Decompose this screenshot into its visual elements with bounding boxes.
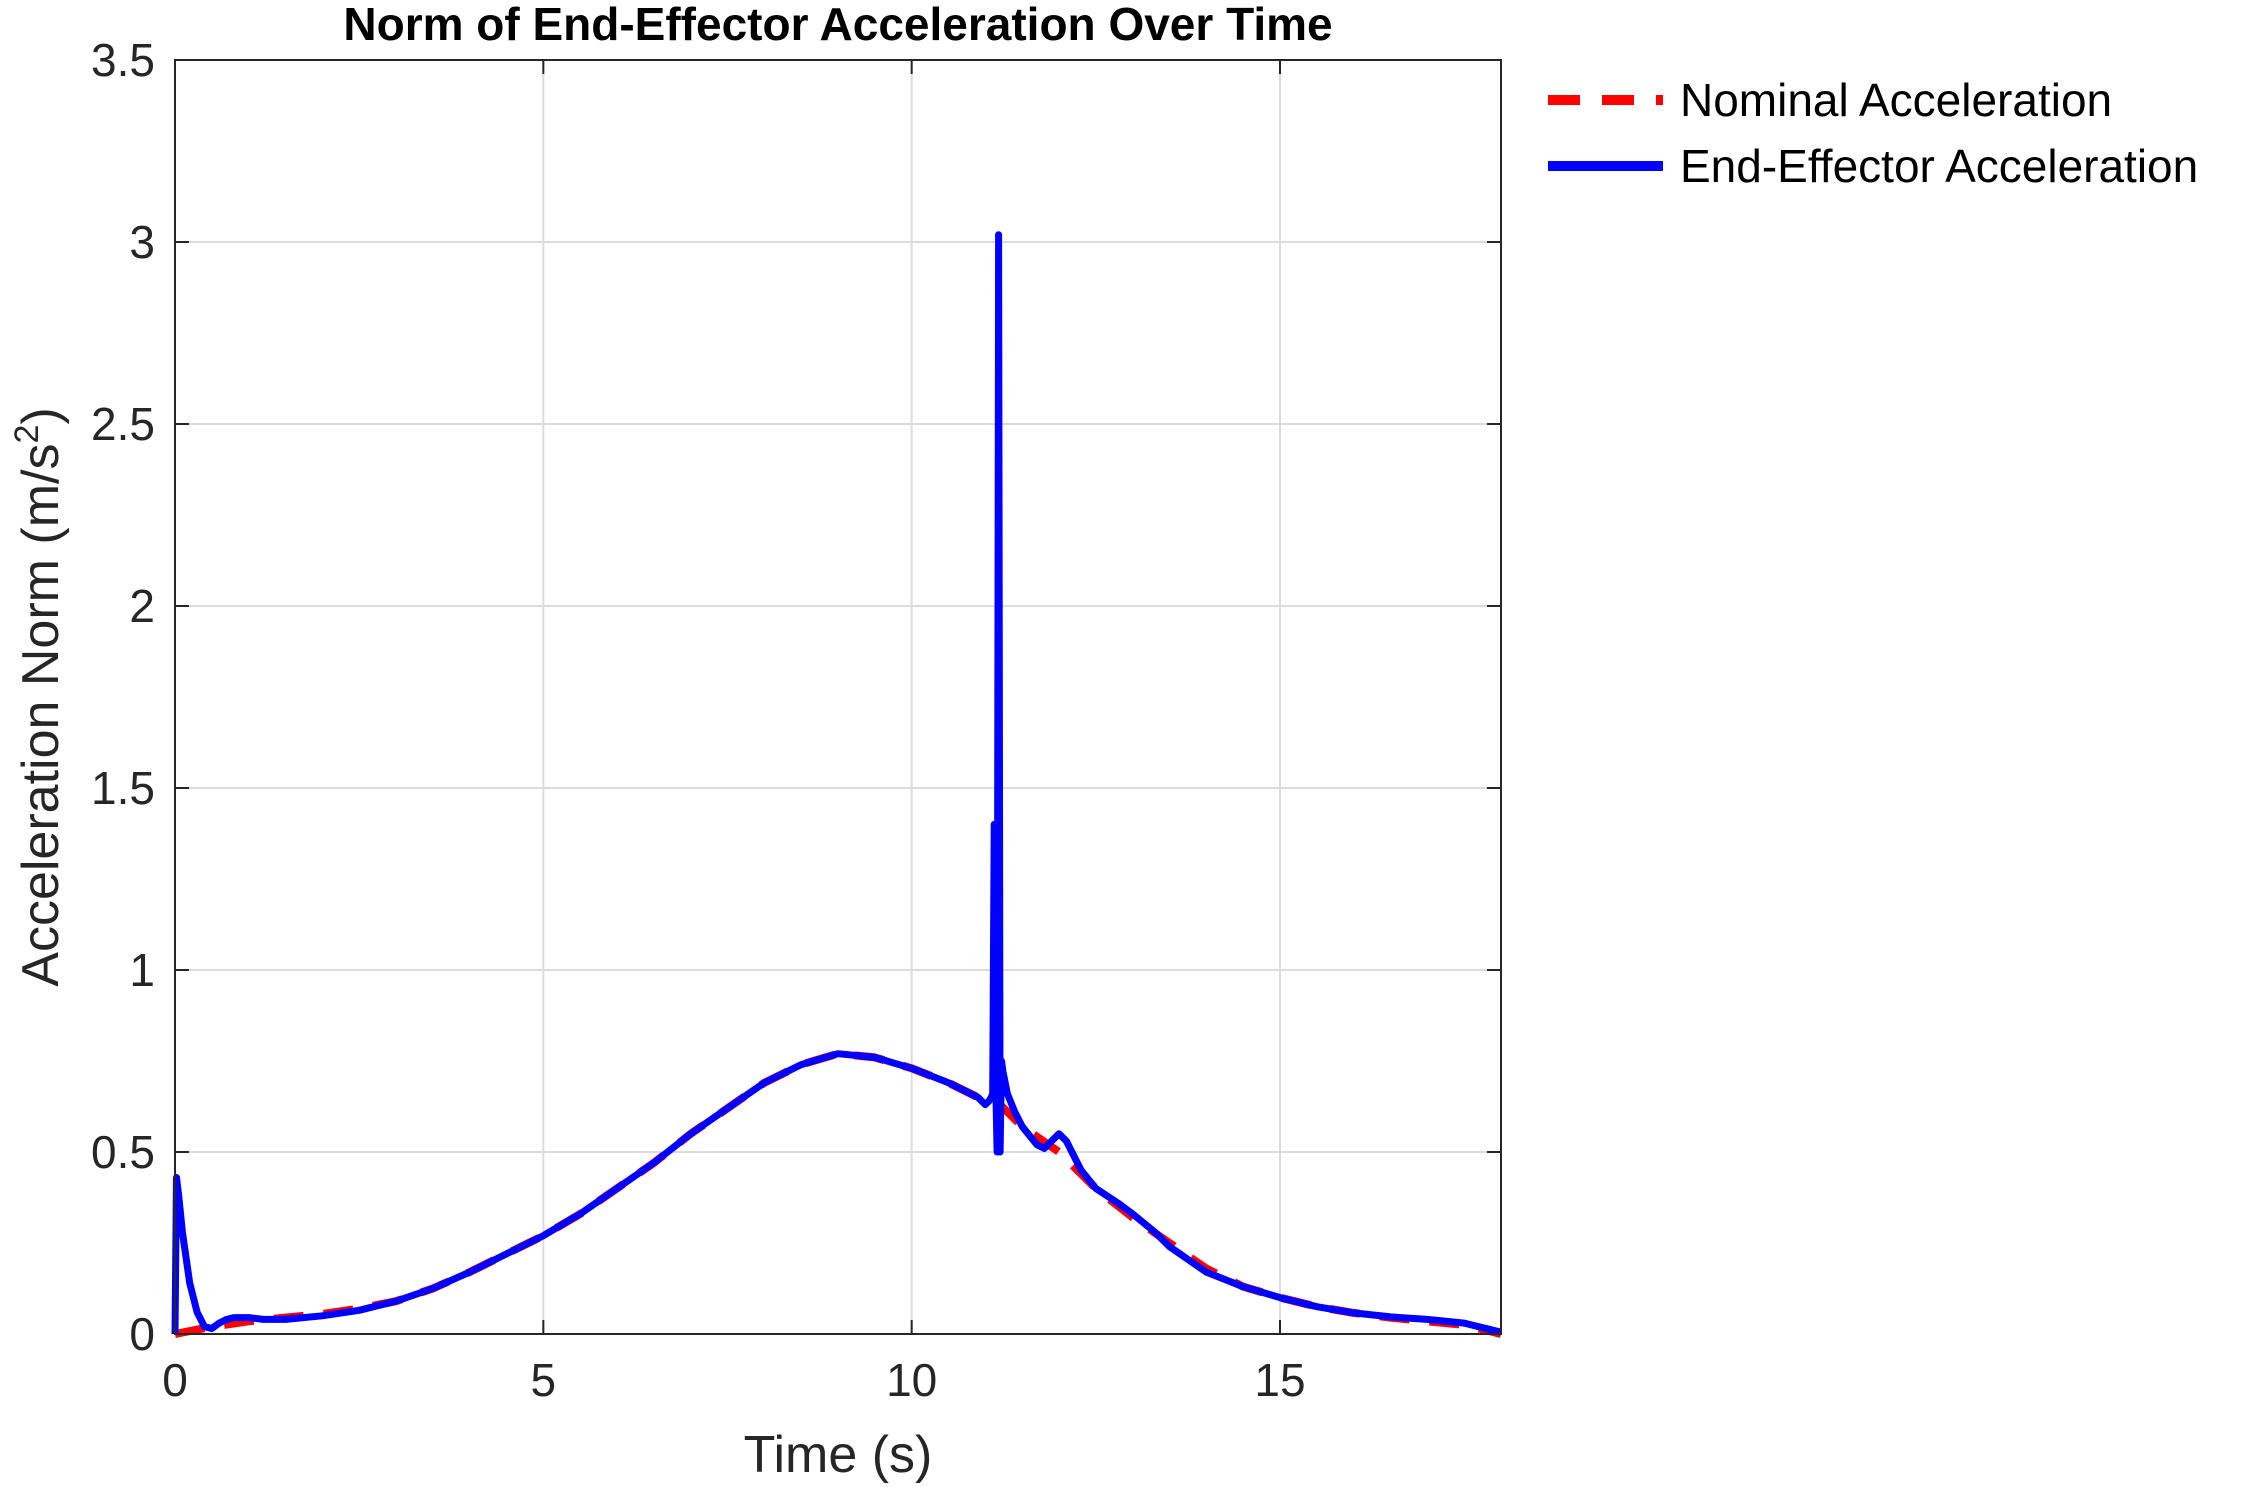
axes (174, 59, 1502, 1335)
y-tick-label: 1 (129, 944, 155, 996)
grid (175, 60, 1501, 1334)
x-tick-label: 0 (162, 1354, 188, 1406)
y-axis-title: Acceleration Norm (m/s2) (8, 407, 70, 986)
x-tick-label: 15 (1254, 1354, 1305, 1406)
series-line-end-effector (171, 231, 1502, 1336)
legend-label-nominal: Nominal Acceleration (1680, 74, 2112, 126)
legend: Nominal Acceleration End-Effector Accele… (1548, 74, 2198, 192)
x-axis-title: Time (s) (744, 1426, 933, 1484)
y-tick-label: 3.5 (91, 34, 155, 86)
y-tick-label: 3 (129, 216, 155, 268)
axes-box (174, 59, 1502, 1335)
y-tick-label: 2 (129, 580, 155, 632)
y-tick-label: 0 (129, 1308, 155, 1360)
x-tick-label: 10 (886, 1354, 937, 1406)
y-axis-title-main: Acceleration Norm (m/s (12, 444, 70, 987)
y-axis-title-close: ) (12, 407, 70, 424)
y-tick-label: 1.5 (91, 762, 155, 814)
y-tick-label: 0.5 (91, 1126, 155, 1178)
tick-labels: 0 5 10 15 0 0.5 1 1.5 2 2.5 3 3.5 (91, 34, 1306, 1406)
y-axis-title-superscript: 2 (8, 425, 46, 444)
series-layer (171, 231, 1502, 1338)
chart-title: Norm of End-Effector Acceleration Over T… (343, 0, 1332, 50)
legend-label-end-effector: End-Effector Acceleration (1680, 140, 2198, 192)
y-tick-label: 2.5 (91, 398, 155, 450)
x-tick-label: 5 (531, 1354, 557, 1406)
plot-area (175, 60, 1501, 1334)
